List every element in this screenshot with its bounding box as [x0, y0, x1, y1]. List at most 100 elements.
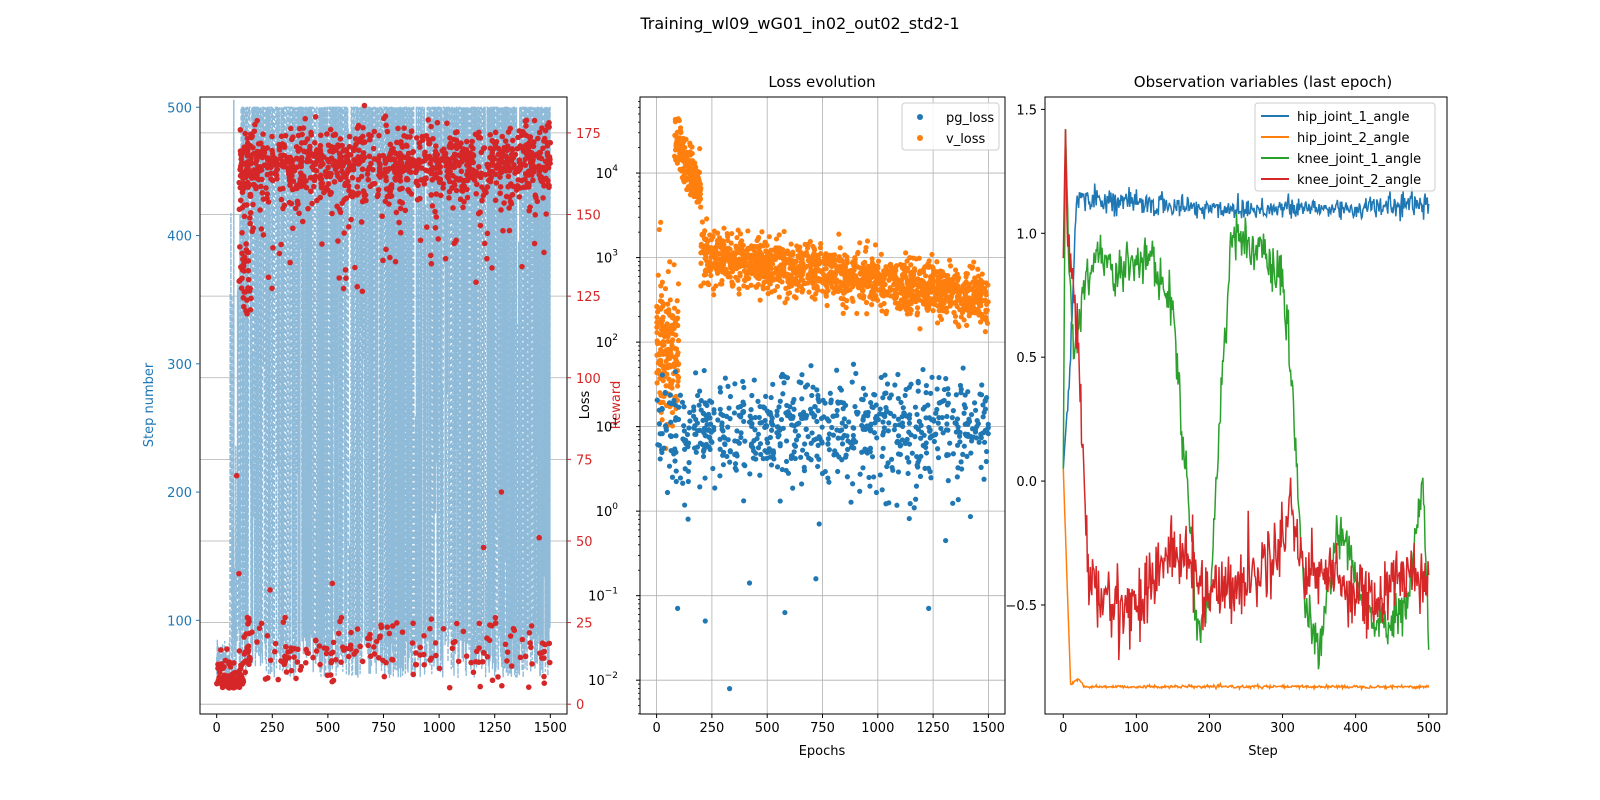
legend-label: pg_loss [946, 111, 994, 126]
y-tick-label-left: 100 [167, 614, 192, 629]
pg-loss-point [771, 456, 777, 462]
reward-point [243, 241, 249, 247]
reward-point [429, 164, 436, 171]
pg-loss-point [712, 485, 718, 491]
pg-loss-point [839, 441, 846, 447]
pg-loss-point [826, 431, 833, 437]
pg-loss-point [796, 420, 802, 426]
v-loss-point [808, 278, 814, 284]
v-loss-point [654, 380, 660, 386]
reward-point [316, 643, 323, 649]
pg-loss-point [815, 442, 821, 448]
v-loss-point [737, 270, 743, 276]
v-loss-point [698, 204, 704, 210]
v-loss-point [707, 266, 713, 272]
reward-point [399, 185, 405, 192]
pg-loss-point [945, 391, 951, 397]
pg-loss-point [740, 399, 746, 405]
pg-loss-point [808, 457, 814, 463]
pg-loss-point [955, 465, 961, 471]
v-loss-point [881, 300, 887, 307]
pg-loss-point [672, 446, 678, 452]
reward-point [262, 676, 269, 682]
v-loss-point [660, 378, 666, 384]
reward-point [487, 171, 493, 177]
reward-point [309, 200, 315, 207]
pg-loss-point [717, 385, 723, 391]
pg-loss-point [835, 435, 841, 441]
pg-loss-point [722, 441, 728, 447]
v-loss-point [719, 277, 725, 284]
v-loss-point [756, 248, 762, 254]
v-loss-point [954, 271, 960, 277]
pg-loss-point [672, 458, 678, 464]
pg-loss-point [720, 452, 726, 458]
v-loss-point [975, 306, 981, 312]
reward-point [371, 651, 378, 657]
reward-point [452, 638, 458, 645]
reward-point [444, 120, 450, 127]
pg-loss-point [980, 414, 986, 420]
reward-point [249, 629, 255, 635]
reward-point [330, 132, 337, 139]
pg-loss-point [782, 609, 788, 616]
reward-point [288, 136, 295, 143]
v-loss-point [811, 253, 817, 259]
reward-point [479, 197, 485, 204]
reward-point [453, 175, 460, 182]
reward-point [393, 139, 400, 146]
v-loss-point [675, 308, 681, 315]
reward-point [345, 183, 352, 189]
reward-point [288, 667, 295, 674]
v-loss-point [742, 277, 748, 283]
reward-point [497, 169, 504, 175]
v-loss-point [768, 252, 774, 258]
pg-loss-point [768, 448, 774, 454]
y-tick-exponent: −1 [605, 587, 618, 597]
reward-point [302, 115, 308, 122]
pg-loss-point [685, 478, 691, 485]
v-loss-point [698, 283, 704, 289]
v-loss-point [666, 376, 672, 382]
pg-loss-point [790, 485, 796, 491]
pg-loss-point [680, 436, 686, 442]
v-loss-point [881, 275, 887, 281]
pg-loss-point [799, 372, 805, 378]
v-loss-point [881, 269, 887, 276]
reward-point [384, 128, 391, 135]
v-loss-point [781, 265, 787, 271]
reward-point [414, 166, 420, 173]
reward-point [220, 665, 226, 672]
reward-point [276, 250, 283, 257]
reward-point [529, 661, 535, 667]
pg-loss-point [900, 405, 906, 411]
reward-point [453, 237, 459, 244]
pg-loss-point [766, 411, 772, 417]
pg-loss-point [884, 463, 890, 470]
pg-loss-point [722, 375, 728, 381]
v-loss-point [762, 261, 768, 267]
reward-point [242, 130, 249, 137]
v-loss-point [886, 276, 893, 282]
reward-point [361, 196, 368, 203]
pg-loss-point [918, 422, 924, 428]
v-loss-point [878, 251, 884, 257]
reward-point [446, 188, 453, 195]
reward-point [280, 185, 286, 192]
v-loss-point [736, 291, 742, 297]
reward-point [452, 129, 459, 136]
epochs-axis-label: Epochs [799, 744, 846, 759]
reward-point [343, 645, 350, 652]
v-loss-point [697, 181, 703, 187]
pg-loss-point [912, 404, 919, 410]
pg-loss-point [980, 402, 986, 408]
pg-loss-point [918, 453, 924, 460]
reward-point [505, 129, 512, 135]
v-loss-point [763, 254, 770, 260]
pg-loss-point [819, 424, 825, 430]
reward-point [469, 174, 475, 181]
pg-loss-point [680, 480, 686, 486]
pg-loss-point [779, 466, 785, 473]
pg-loss-point [757, 403, 763, 410]
reward-point [494, 162, 501, 168]
